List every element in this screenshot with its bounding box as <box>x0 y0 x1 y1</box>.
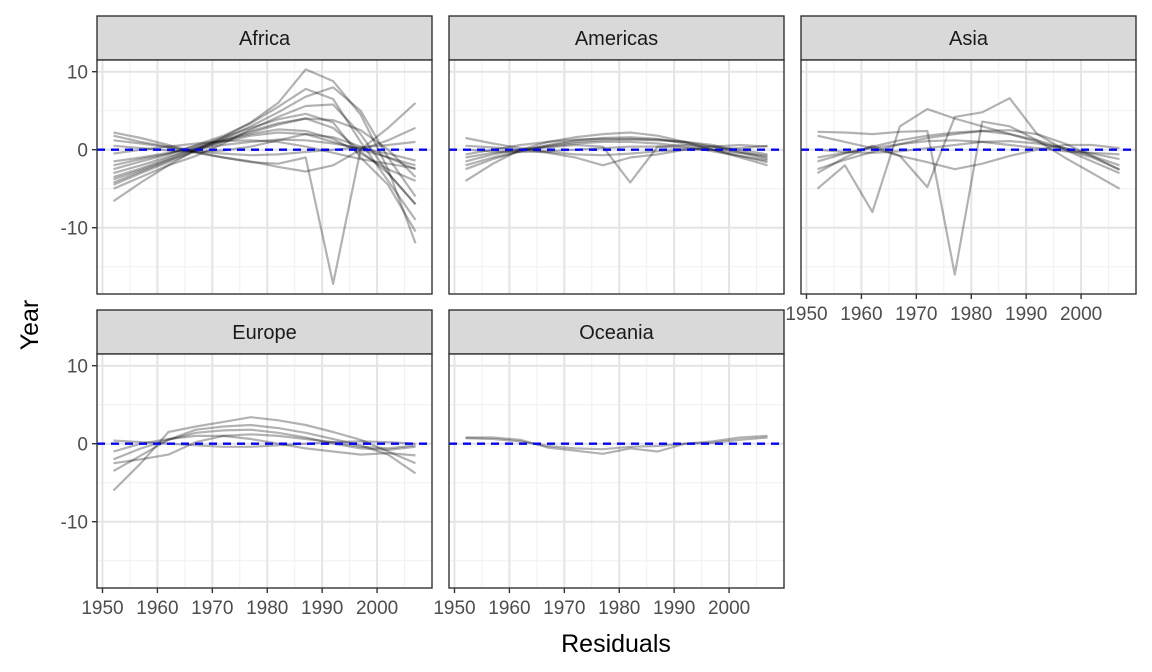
series-line-14 <box>113 117 417 206</box>
facet-strip-label: Oceania <box>579 322 654 344</box>
facet-strip-label: Europe <box>232 322 297 344</box>
facet-strip <box>800 15 1137 61</box>
series-line-8 <box>113 131 416 175</box>
series-line-3 <box>113 428 416 461</box>
x-tick-label: 1980 <box>598 598 640 619</box>
y-tick-label: -10 <box>61 513 88 534</box>
x-tick-label: 1970 <box>543 598 585 619</box>
series-line-11 <box>113 128 416 182</box>
facet-strip-label: Africa <box>239 28 291 50</box>
series-line-6 <box>113 433 416 465</box>
series-line-5 <box>113 434 416 457</box>
facet-strip-label: Asia <box>949 28 989 50</box>
x-tick-label: 2000 <box>708 598 750 619</box>
x-tick-label: 2000 <box>356 598 398 619</box>
series-line-3 <box>113 112 417 233</box>
y-axis-title: Year <box>16 300 44 351</box>
series-group <box>801 97 1136 276</box>
x-tick-label: 1960 <box>488 598 530 619</box>
x-tick-label: 2000 <box>1060 304 1102 325</box>
facet-strip <box>96 15 433 61</box>
facet-strip-label: Americas <box>575 28 658 50</box>
x-tick-label: 1990 <box>301 598 343 619</box>
panel-background <box>97 354 432 588</box>
series-line-5 <box>465 143 768 167</box>
series-group <box>449 131 784 184</box>
panel-border <box>448 59 785 295</box>
series-line-1 <box>465 434 768 455</box>
facet-strip <box>448 309 785 355</box>
facet-strip <box>96 309 433 355</box>
x-tick-label: 1970 <box>895 304 937 325</box>
series-line-1 <box>112 416 416 492</box>
facet-panel-americas: Americas <box>448 15 785 295</box>
panel-border <box>96 59 433 295</box>
series-line-1 <box>464 131 768 182</box>
panel-border <box>448 353 785 589</box>
x-tick-label: 1980 <box>246 598 288 619</box>
series-line-15 <box>113 139 416 170</box>
y-tick-label: -10 <box>61 219 88 240</box>
series-line-5 <box>112 68 417 244</box>
series-line-6 <box>113 102 417 173</box>
series-line-9 <box>465 137 768 161</box>
x-tick-label: 1980 <box>950 304 992 325</box>
x-tick-label: 1960 <box>136 598 178 619</box>
series-line-1 <box>113 103 417 206</box>
x-tick-label: 1950 <box>785 304 827 325</box>
facet-strip <box>448 15 785 61</box>
series-line-4 <box>113 87 417 221</box>
facet-panel-africa: Africa -10 0 10 <box>61 15 433 295</box>
series-line-6 <box>817 129 1121 171</box>
series-line-3 <box>816 97 1120 189</box>
series-group <box>449 434 784 455</box>
y-tick-label: 0 <box>77 435 88 456</box>
series-line-4 <box>113 439 416 448</box>
series-line-1 <box>816 108 1120 214</box>
series-line-8 <box>817 139 1120 159</box>
series-group <box>97 416 432 492</box>
panel-background <box>449 60 784 294</box>
series-line-2 <box>112 423 417 475</box>
x-tick-label: 1950 <box>81 598 123 619</box>
panel-border <box>96 353 433 589</box>
facet-panel-europe: Europe -10 0 10 1950 1960 1970 1980 1990 2000 <box>61 309 433 619</box>
panel-border <box>800 59 1137 295</box>
series-line-12 <box>113 117 417 186</box>
series-line-4 <box>465 143 768 184</box>
x-tick-label: 1960 <box>840 304 882 325</box>
x-tick-label: 1970 <box>191 598 233 619</box>
facet-panel-oceania: Oceania 1950 1960 1970 1980 1990 2000 <box>433 309 785 619</box>
series-line-2 <box>817 120 1121 276</box>
y-tick-label: 10 <box>67 357 88 378</box>
series-line-7 <box>465 138 768 163</box>
x-axis-title: Residuals <box>561 630 671 658</box>
series-line-10 <box>113 139 416 157</box>
series-line-6 <box>465 140 768 167</box>
series-line-7 <box>113 126 416 285</box>
series-line-2 <box>113 86 417 198</box>
x-tick-label: 1950 <box>433 598 475 619</box>
series-line-4 <box>817 134 1120 171</box>
x-tick-label: 1990 <box>653 598 695 619</box>
panel-background <box>449 354 784 588</box>
series-line-2 <box>465 436 768 451</box>
y-tick-label: 10 <box>67 63 88 84</box>
x-tick-label: 1990 <box>1005 304 1047 325</box>
facet-panel-asia: Asia 1950 1960 1970 1980 1990 2000 <box>785 15 1137 325</box>
y-tick-label: 0 <box>77 141 88 162</box>
series-line-13 <box>113 133 416 167</box>
series-group <box>97 68 432 285</box>
panels-layer: Africa -10 0 10 Americas Asia 1950 1960 1970 1980… <box>61 15 1137 619</box>
